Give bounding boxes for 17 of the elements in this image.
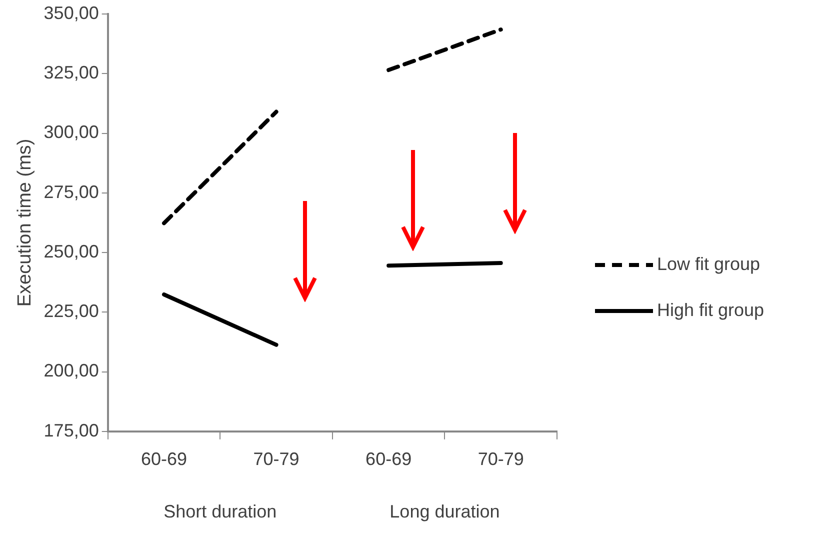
x-tick-label: 60-69 xyxy=(140,449,188,470)
y-tick-label: 175,00 xyxy=(44,420,99,440)
x-tick-label: 70-79 xyxy=(253,449,300,470)
y-tick-label: 325,00 xyxy=(44,62,99,83)
y-tick-label: 300,00 xyxy=(44,122,99,142)
text: Long duration xyxy=(390,501,500,522)
text: Short duration xyxy=(164,501,277,522)
y-tick-label: 225,00 xyxy=(44,301,99,322)
x-tick-label: 70-79 xyxy=(478,449,524,470)
y-tick-label: 275,00 xyxy=(44,182,99,202)
legend-label: High fit group xyxy=(657,300,764,320)
legend-label: Low fit group xyxy=(657,254,760,274)
y-axis-title: Execution time (ms) xyxy=(14,138,36,307)
y-tick-label: 200,00 xyxy=(44,360,99,381)
y-tick-label: 250,00 xyxy=(44,241,99,262)
y-tick-label: 350,00 xyxy=(44,2,99,23)
x-tick-label: 60-69 xyxy=(366,449,412,470)
